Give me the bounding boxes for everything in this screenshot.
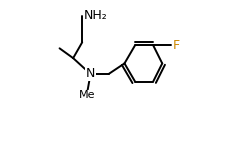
Text: NH₂: NH₂ — [84, 9, 107, 22]
Text: F: F — [173, 39, 180, 52]
Text: N: N — [86, 67, 95, 80]
Text: Me: Me — [78, 90, 95, 100]
